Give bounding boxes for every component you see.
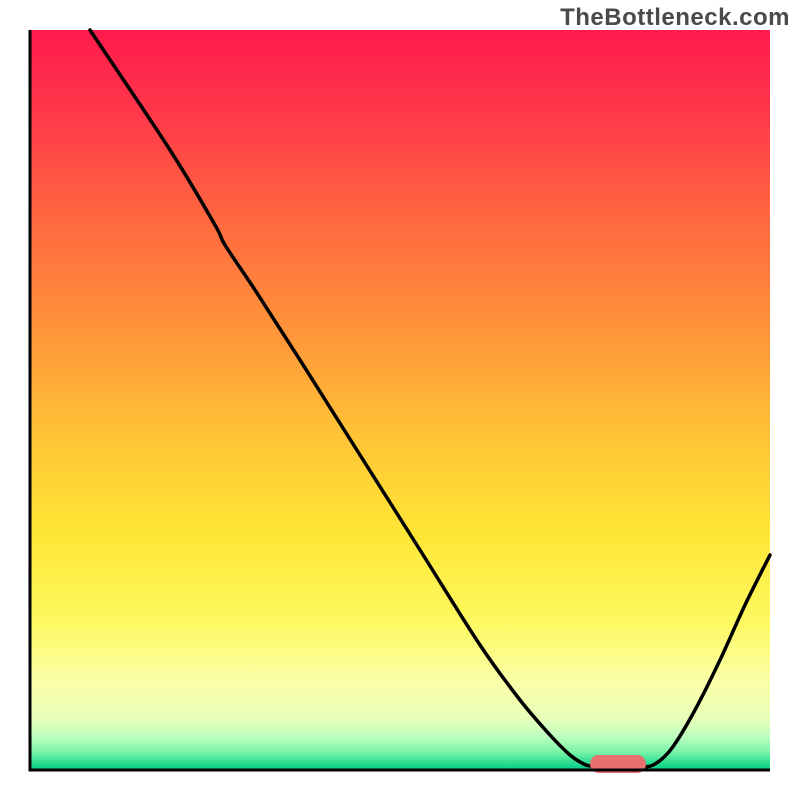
watermark-text: TheBottleneck.com	[560, 4, 790, 32]
chart-container: TheBottleneck.com	[0, 0, 800, 800]
bottleneck-chart	[0, 0, 800, 800]
gradient-background	[30, 30, 770, 770]
